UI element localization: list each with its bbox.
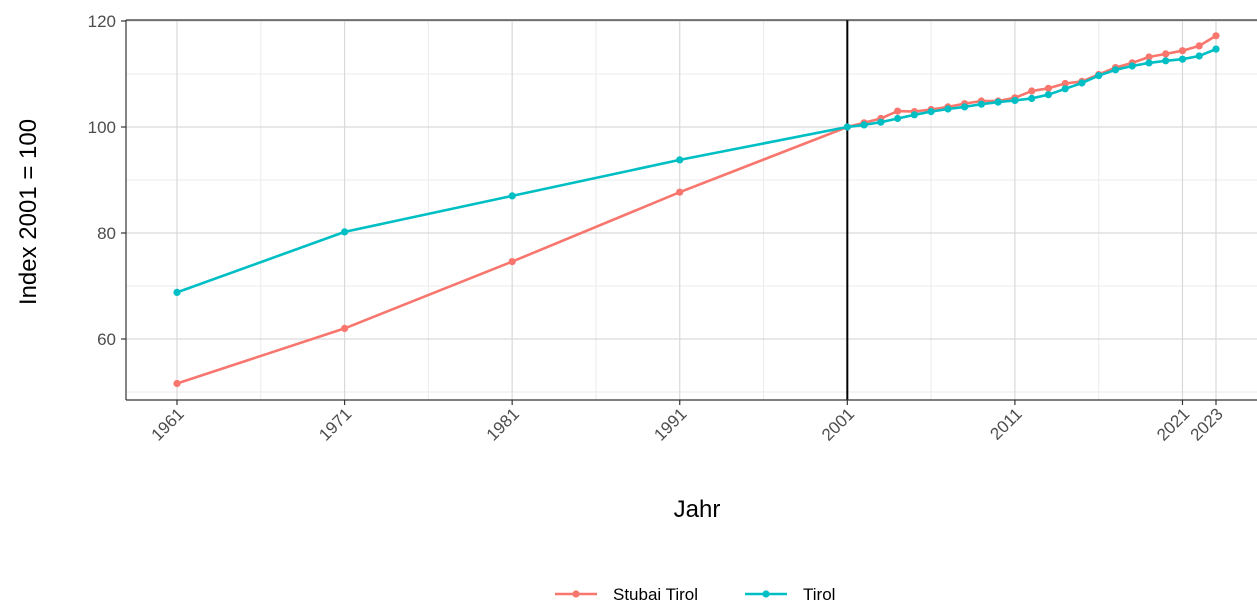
y-tick-label: 120 <box>88 12 116 31</box>
data-point <box>894 107 902 115</box>
data-point <box>508 258 516 266</box>
data-point <box>1095 72 1103 80</box>
data-point <box>341 324 349 332</box>
data-point <box>1212 32 1220 40</box>
data-point <box>994 98 1002 106</box>
data-point <box>1028 94 1036 102</box>
x-tick-label: 1971 <box>315 404 355 444</box>
data-point <box>1145 59 1153 67</box>
data-point <box>1078 79 1086 87</box>
legend-label: Tirol <box>803 585 835 604</box>
data-point <box>173 379 181 388</box>
data-point <box>173 288 181 296</box>
y-tick-label: 80 <box>97 224 116 243</box>
y-ticks: 60 80 100 120 <box>88 12 126 349</box>
legend: Stubai Tirol Tirol <box>555 585 835 604</box>
data-point <box>1145 53 1153 61</box>
x-tick-label: 1961 <box>148 404 188 444</box>
data-point <box>1061 85 1069 93</box>
data-point <box>1162 57 1170 65</box>
data-point <box>1212 45 1220 53</box>
data-point <box>1195 52 1203 60</box>
data-point <box>341 228 349 236</box>
legend-key-point <box>572 590 580 598</box>
data-point <box>1061 79 1069 88</box>
data-point <box>676 156 684 164</box>
data-point <box>944 105 952 113</box>
data-point <box>1111 66 1120 74</box>
data-point <box>1044 91 1052 99</box>
legend-label: Stubai Tirol <box>613 585 698 604</box>
y-axis-title: Index 2001 = 100 <box>15 119 42 305</box>
data-point <box>1195 42 1203 50</box>
x-tick-label: 2023 <box>1187 404 1227 444</box>
data-point <box>1178 47 1187 55</box>
data-point <box>1044 84 1052 92</box>
grid <box>126 20 1257 400</box>
legend-key-point <box>762 590 770 598</box>
series-group <box>173 32 1220 388</box>
x-tick-label: 1981 <box>483 404 523 444</box>
y-tick-label: 100 <box>88 118 116 137</box>
x-tick-label: 1991 <box>650 404 690 444</box>
data-point <box>1128 62 1136 70</box>
data-point <box>927 108 935 116</box>
x-tick-label: 2011 <box>986 404 1025 443</box>
data-point <box>961 103 969 111</box>
x-tick-label: 2021 <box>1153 404 1193 444</box>
series-line-1 <box>176 34 1217 385</box>
data-point <box>910 111 919 119</box>
data-point <box>1162 50 1170 58</box>
x-axis-title: Jahr <box>674 496 721 523</box>
data-point <box>877 118 885 126</box>
data-point <box>977 100 986 108</box>
data-point <box>676 188 684 196</box>
data-point <box>1028 87 1036 95</box>
data-point <box>894 114 902 123</box>
data-point <box>1178 55 1187 63</box>
axes <box>125 19 1257 401</box>
data-point <box>1011 96 1019 105</box>
data-point <box>508 192 516 200</box>
data-point <box>843 123 851 131</box>
x-tick-label: 2001 <box>818 404 858 444</box>
y-tick-label: 60 <box>97 330 116 349</box>
data-point <box>860 121 868 129</box>
